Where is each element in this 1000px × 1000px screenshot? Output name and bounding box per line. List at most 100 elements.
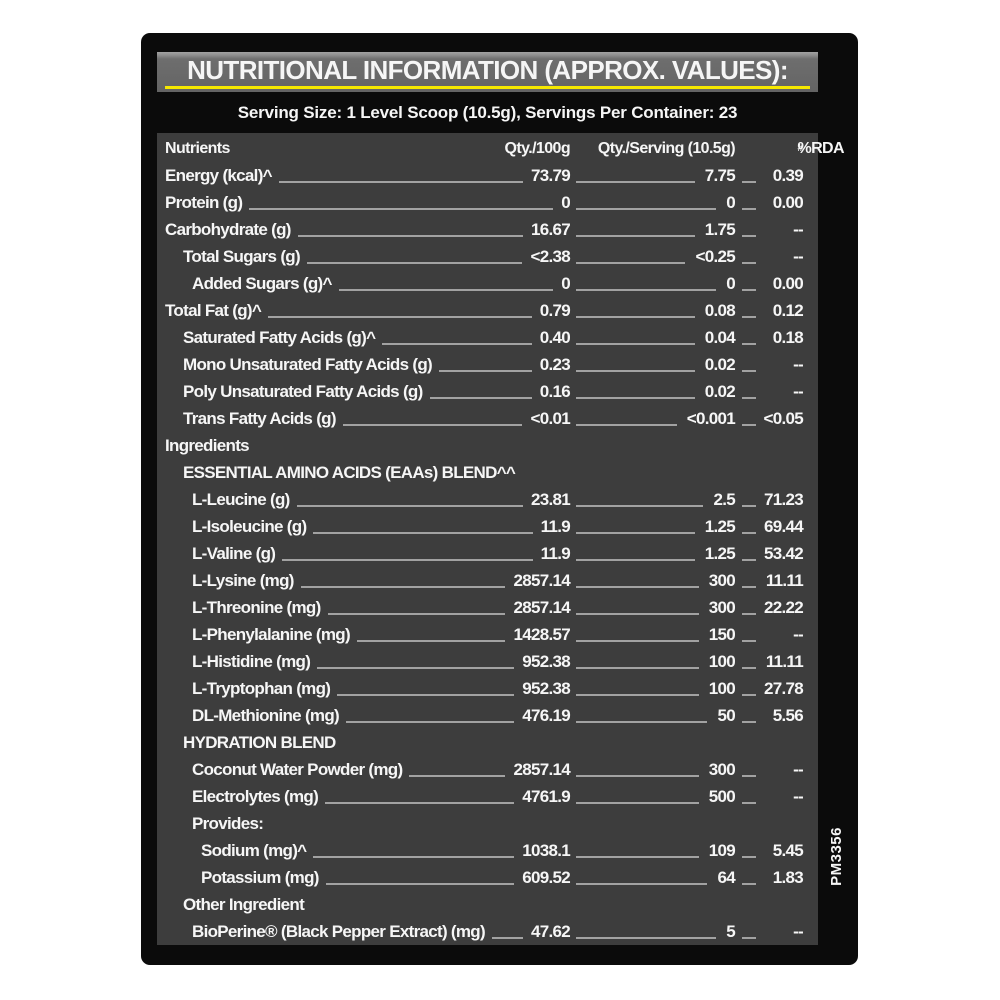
- table-row: Poly Unsaturated Fatty Acids (g) 0.16 0.…: [165, 378, 804, 405]
- row-rda-group: --: [735, 243, 804, 270]
- leader-line: [491, 937, 523, 939]
- header-qty-100g: Qty./100g: [504, 140, 571, 157]
- qty-serving-value: 300: [708, 571, 736, 590]
- rda-value: 0.39: [772, 166, 804, 185]
- leader-line: [742, 694, 756, 696]
- qty-serving-value: 0.02: [704, 382, 736, 401]
- table-row: L-Phenylalanine (mg) 1428.57 150 --: [165, 621, 804, 648]
- row-rda-group: 0.00: [735, 189, 804, 216]
- row-main: L-Tryptophan (mg) 952.38: [165, 675, 571, 702]
- nutrient-label: Coconut Water Powder (mg): [192, 760, 403, 779]
- row-rda-group: 1.83: [735, 864, 804, 891]
- table-row: Potassium (mg) 609.52 64 1.83: [165, 864, 804, 891]
- nutrition-label-panel: NUTRITIONAL INFORMATION (APPROX. VALUES)…: [141, 33, 858, 965]
- leader-line: [742, 370, 756, 372]
- leader-line: [356, 640, 506, 642]
- table-row: L-Isoleucine (g) 11.9 1.25 69.44: [165, 513, 804, 540]
- qty-serving-value: 7.75: [704, 166, 736, 185]
- row-main: Total Sugars (g) <2.38: [165, 243, 571, 270]
- leader-line: [742, 613, 756, 615]
- row-serving-group: <0.001: [570, 405, 736, 432]
- leader-line: [576, 937, 717, 939]
- qty-100g-value: 11.9: [540, 544, 571, 563]
- table-row: Provides:: [165, 810, 803, 837]
- rda-value: <0.05: [763, 409, 803, 428]
- qty-serving-value: 2.5: [713, 490, 735, 509]
- leader-line: [576, 505, 704, 507]
- qty-100g-value: 2857.14: [513, 598, 570, 617]
- row-rda-group: 11.11: [735, 567, 804, 594]
- leader-line: [576, 775, 699, 777]
- leader-line: [576, 802, 699, 804]
- table-body: Energy (kcal)^ 73.79 7.75 0.39 Protein (…: [165, 162, 804, 945]
- qty-100g-value: 0.16: [539, 382, 571, 401]
- row-rda-group: --: [735, 351, 804, 378]
- qty-serving-value: 50: [717, 706, 735, 725]
- row-serving-group: 1.25: [570, 513, 736, 540]
- nutrient-label: Provides:: [192, 814, 264, 833]
- row-main: Poly Unsaturated Fatty Acids (g) 0.16: [165, 378, 571, 405]
- row-main: Potassium (mg) 609.52: [165, 864, 571, 891]
- table-row: Protein (g) 0 0 0.00: [165, 189, 804, 216]
- row-rda-group: <0.05: [735, 405, 804, 432]
- qty-serving-value: <0.25: [695, 247, 735, 266]
- rda-value: 0.12: [772, 301, 804, 320]
- row-main: Electrolytes (mg) 4761.9: [165, 783, 571, 810]
- rda-value: --: [793, 220, 804, 239]
- leader-line: [576, 208, 717, 210]
- qty-serving-value: 150: [708, 625, 736, 644]
- row-main: Sodium (mg)^ 1038.1: [165, 837, 571, 864]
- row-serving-group: 1.75: [570, 216, 736, 243]
- row-main: Provides:: [165, 810, 570, 837]
- nutrient-label: BioPerine® (Black Pepper Extract) (mg): [192, 922, 486, 941]
- nutrient-label: Carbohydrate (g): [165, 220, 291, 239]
- leader-line: [576, 883, 708, 885]
- nutrient-label: L-Lysine (mg): [192, 571, 294, 590]
- leader-line: [337, 694, 515, 696]
- leader-line: [429, 397, 532, 399]
- leader-line: [576, 424, 677, 426]
- row-rda-group: --: [735, 756, 804, 783]
- leader-line: [296, 505, 523, 507]
- row-serving-group: 300: [570, 756, 736, 783]
- leader-line: [576, 370, 695, 372]
- header-rda: %RDA #: [797, 136, 844, 166]
- qty-serving-value: 1.25: [704, 517, 736, 536]
- row-main: Other Ingredient: [165, 891, 570, 918]
- row-rda-group: 22.22: [735, 594, 804, 621]
- nutrient-label: L-Phenylalanine (mg): [192, 625, 351, 644]
- nutrient-label: Poly Unsaturated Fatty Acids (g): [183, 382, 423, 401]
- row-rda-group: --: [735, 621, 804, 648]
- leader-line: [576, 316, 695, 318]
- leader-line: [576, 289, 717, 291]
- qty-100g-value: 0: [561, 193, 570, 212]
- table-row: L-Lysine (mg) 2857.14 300 11.11: [165, 567, 804, 594]
- qty-100g-value: <0.01: [530, 409, 570, 428]
- nutrient-label: Trans Fatty Acids (g): [183, 409, 337, 428]
- rda-value: --: [793, 247, 804, 266]
- qty-100g-value: 16.67: [530, 220, 571, 239]
- leader-line: [576, 856, 699, 858]
- row-main: L-Isoleucine (g) 11.9: [165, 513, 571, 540]
- nutrient-label: Potassium (mg): [201, 868, 319, 887]
- qty-serving-value: 0: [726, 274, 735, 293]
- row-main: L-Phenylalanine (mg) 1428.57: [165, 621, 571, 648]
- qty-serving-value: 1.25: [704, 544, 736, 563]
- table-row: L-Histidine (mg) 952.38 100 11.11: [165, 648, 804, 675]
- leader-line: [297, 235, 523, 237]
- qty-100g-value: <2.38: [530, 247, 570, 266]
- row-rda-group: 71.23: [735, 486, 804, 513]
- row-rda-group: 5.56: [735, 702, 804, 729]
- nutrient-label: L-Valine (g): [192, 544, 276, 563]
- leader-line: [742, 424, 756, 426]
- nutrient-label: Protein (g): [165, 193, 243, 212]
- leader-line: [742, 235, 756, 237]
- rda-value: 0.18: [772, 328, 804, 347]
- qty-100g-value: 1038.1: [522, 841, 570, 860]
- rda-value: 5.56: [772, 706, 804, 725]
- qty-serving-value: 109: [708, 841, 736, 860]
- leader-line: [742, 532, 756, 534]
- qty-serving-value: 1.75: [704, 220, 736, 239]
- row-rda-group: 0.18: [735, 324, 804, 351]
